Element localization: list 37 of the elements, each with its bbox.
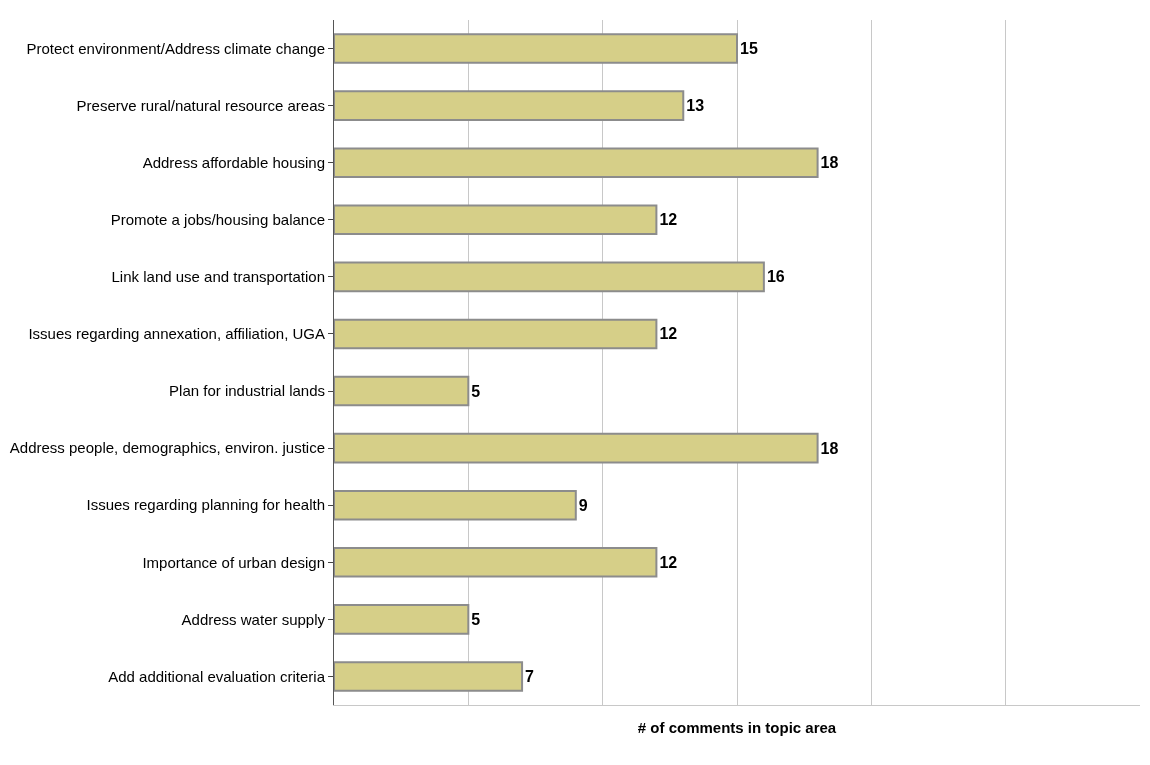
bar <box>334 318 658 350</box>
data-label: 9 <box>578 496 588 514</box>
y-tick-label: Importance of urban design <box>142 553 325 571</box>
x-axis-title: # of comments in topic area <box>637 719 837 737</box>
bar <box>334 261 765 293</box>
data-label: 13 <box>686 97 705 115</box>
bar <box>334 489 577 521</box>
data-label: 18 <box>820 154 839 172</box>
data-label: 16 <box>766 268 785 286</box>
data-label: 18 <box>820 439 839 457</box>
y-tick-label: Issues regarding annexation, affiliation, UGA <box>28 325 325 343</box>
data-label: 7 <box>525 667 535 685</box>
data-label: 12 <box>659 325 678 343</box>
bar <box>334 147 819 178</box>
data-label: 5 <box>471 382 481 400</box>
bar <box>334 604 470 635</box>
y-tick-label: Link land use and transportation <box>111 268 325 286</box>
y-tick-label: Protect environment/Address climate change <box>26 39 325 57</box>
bar <box>334 90 685 121</box>
bar <box>334 375 470 407</box>
y-tick-label: Plan for industrial lands <box>169 382 325 400</box>
y-tick-label: Address people, demographics, environ. justice <box>9 439 325 457</box>
data-label: 15 <box>740 40 758 58</box>
y-tick-label: Address affordable housing <box>142 153 325 171</box>
bar <box>334 547 658 578</box>
data-label: 12 <box>659 211 678 229</box>
y-tick-label: Issues regarding planning for health <box>86 496 325 514</box>
y-tick-label: Address water supply <box>181 610 326 628</box>
bar <box>334 432 819 464</box>
bar <box>334 33 738 64</box>
y-tick-label: Promote a jobs/housing balance <box>110 211 325 229</box>
bar <box>334 661 524 692</box>
data-label: 5 <box>471 610 481 628</box>
y-tick-label: Preserve rural/natural resource areas <box>76 96 325 114</box>
y-tick-label: Add additional evaluation criteria <box>108 667 326 685</box>
bar <box>334 204 658 236</box>
data-label: 12 <box>659 553 678 571</box>
